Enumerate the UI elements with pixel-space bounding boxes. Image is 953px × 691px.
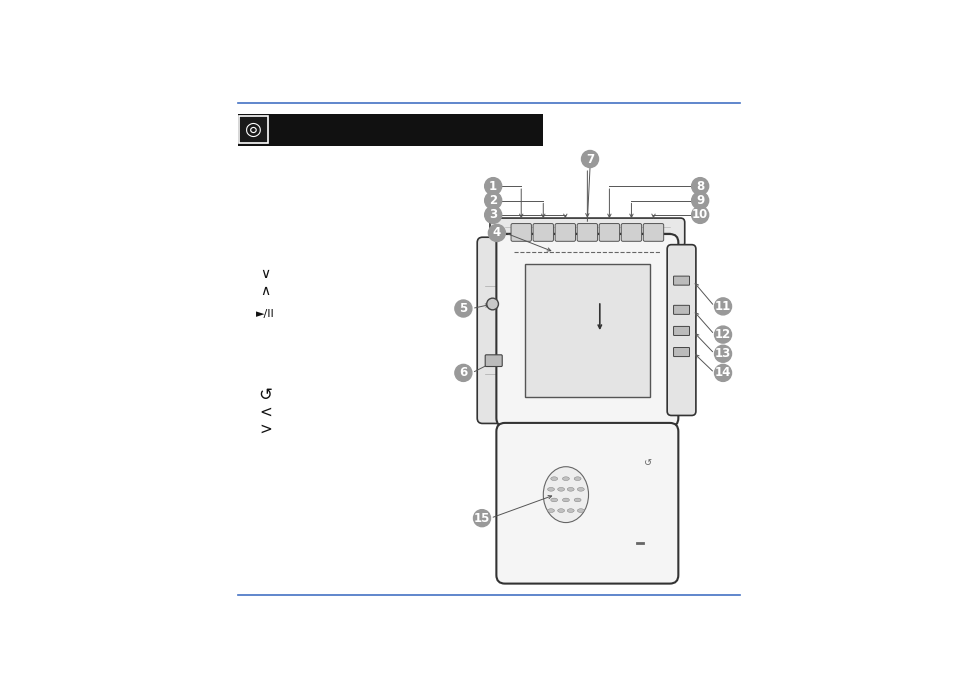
Ellipse shape [550,498,558,502]
FancyBboxPatch shape [476,237,510,424]
Text: 5: 5 [458,302,467,315]
Text: 2: 2 [489,194,497,207]
Circle shape [691,207,708,223]
Ellipse shape [547,487,554,491]
Ellipse shape [574,477,580,480]
Circle shape [455,300,472,317]
Circle shape [691,192,708,209]
FancyBboxPatch shape [490,218,684,247]
Text: ►/II: ►/II [255,309,274,319]
Text: 13: 13 [714,348,730,360]
Text: 7: 7 [585,153,594,166]
Ellipse shape [577,509,583,513]
Text: 8: 8 [696,180,703,193]
Text: 6: 6 [458,366,467,379]
Ellipse shape [574,498,580,502]
Circle shape [714,346,731,362]
FancyBboxPatch shape [673,276,689,285]
Ellipse shape [562,477,569,480]
Circle shape [486,298,497,310]
FancyBboxPatch shape [511,224,531,241]
Text: 1: 1 [489,180,497,193]
Circle shape [484,192,501,209]
FancyBboxPatch shape [555,224,575,241]
Text: ∧: ∧ [260,285,271,299]
Bar [524,264,649,397]
Ellipse shape [547,509,554,513]
Text: <: < [259,405,272,419]
Circle shape [484,178,501,195]
Text: 11: 11 [714,300,730,313]
Text: 15: 15 [474,511,490,524]
Circle shape [714,364,731,381]
FancyBboxPatch shape [533,224,553,241]
Circle shape [691,178,708,195]
Text: ↺: ↺ [258,386,273,404]
Ellipse shape [567,487,574,491]
Text: ◎: ◎ [245,120,262,140]
FancyBboxPatch shape [496,423,678,584]
Text: 10: 10 [691,209,707,221]
FancyBboxPatch shape [642,224,663,241]
FancyBboxPatch shape [577,224,597,241]
FancyBboxPatch shape [598,224,618,241]
FancyBboxPatch shape [673,305,689,314]
FancyBboxPatch shape [620,224,641,241]
Ellipse shape [558,509,564,513]
Text: 4: 4 [493,227,500,240]
FancyBboxPatch shape [485,354,501,366]
Text: 14: 14 [714,366,730,379]
Bar [239,117,268,143]
Circle shape [488,225,505,241]
Circle shape [473,510,490,527]
Ellipse shape [550,477,558,480]
Text: ∨: ∨ [260,267,271,281]
Circle shape [455,364,472,381]
Text: 12: 12 [714,328,730,341]
FancyBboxPatch shape [666,245,695,415]
Text: 9: 9 [696,194,703,207]
Text: 3: 3 [489,209,497,221]
FancyBboxPatch shape [496,234,678,426]
Bar [237,114,542,146]
Circle shape [714,326,731,343]
Ellipse shape [558,487,564,491]
Circle shape [581,151,598,167]
FancyBboxPatch shape [673,348,689,357]
FancyBboxPatch shape [673,326,689,335]
Ellipse shape [567,509,574,513]
Circle shape [714,298,731,315]
Text: >: > [259,422,272,437]
Ellipse shape [562,498,569,502]
Circle shape [484,207,501,223]
Ellipse shape [542,466,588,522]
Text: ↺: ↺ [643,458,652,468]
Ellipse shape [577,487,583,491]
